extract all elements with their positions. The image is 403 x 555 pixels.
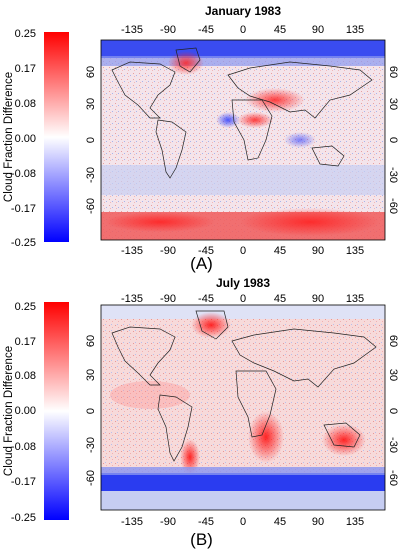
map-b-lon-bottom-3: 0 [240,516,246,528]
map-b-lat-left-4: -60 [85,470,97,486]
panel-b: 0.25 0.17 0.08 0.00 -0.08 -0.17 -0.25 Cl… [0,275,403,550]
map-b-lon-bottom-4: 45 [274,516,286,528]
panel-b-svg: 0.25 0.17 0.08 0.00 -0.08 -0.17 -0.25 Cl… [3,276,399,528]
map-a-lon-bottom-2: -45 [198,245,214,257]
map-a-lat-left-1: 30 [85,98,97,110]
map-b-lat-right-4: -60 [387,470,399,486]
map-a-lon-top-6: 135 [346,24,364,36]
map-b-lon-top-1: -90 [160,293,176,305]
colorbar-a-tick-4: -0.08 [11,168,36,180]
map-a-lon-bottom-6: 135 [346,245,364,257]
map-b-lon-top: -135 -90 -45 0 45 90 135 [121,293,364,305]
colorbar-a-label: Cloud Fraction Difference [3,72,15,202]
map-a-lon-bottom-4: 45 [274,245,286,257]
map-a-lat-right-3: -30 [387,167,399,183]
colorbar-b-tick-4: -0.08 [11,441,36,453]
map-a-lat-left-2: 0 [85,137,97,143]
colorbar-b-tick-2: 0.08 [15,370,36,382]
map-b-lon-bottom-0: -135 [121,516,143,528]
map-b-lon-top-5: 90 [312,293,324,305]
colorbar-a-tick-3: 0.00 [15,133,36,145]
map-b-lat-right-0: 60 [387,335,399,347]
map-a-lon-top-5: 90 [312,24,324,36]
map-a-lon-bottom-0: -135 [121,245,143,257]
map-a-lon-top-4: 45 [274,24,286,36]
map-a-lat-left-4: -60 [85,198,97,214]
colorbar-b-tick-5: -0.17 [11,476,36,488]
map-b-lat-right-2: 0 [387,408,399,414]
map-b-lon-bottom-5: 90 [312,516,324,528]
colorbar-b-tick-0: 0.25 [15,301,36,313]
map-a-title: January 1983 [205,4,281,18]
map-b-lat-left-3: -30 [85,437,97,453]
colorbar-b-tick-1: 0.17 [15,336,36,348]
map-a-lon-bottom: -135 -90 -45 0 45 90 135 [121,245,364,257]
colorbar-a-tick-6: -0.25 [11,237,36,249]
map-a-lat-right-4: -60 [387,198,399,214]
panel-b-letter: (B) [190,530,213,549]
map-a-lon-bottom-3: 0 [240,245,246,257]
colorbar-a-tick-1: 0.17 [15,63,36,75]
map-a-lon-bottom-1: -90 [160,245,176,257]
map-b-title: July 1983 [216,276,270,290]
map-a-lon-top-3: 0 [240,24,246,36]
map-b-lon-bottom: -135 -90 -45 0 45 90 135 [121,516,364,528]
map-b-lat-left-2: 0 [85,408,97,414]
map-b-lat-left: 60 30 0 -30 -60 [85,335,97,486]
map-a [101,40,385,240]
map-b-lon-top-4: 45 [274,293,286,305]
map-a-lon-top-1: -90 [160,24,176,36]
map-b-lon-top-6: 135 [346,293,364,305]
panel-a-letter: (A) [190,254,213,273]
map-b-lat-right: 60 30 0 -30 -60 [387,335,399,486]
map-a-lat-left: 60 30 0 -30 -60 [85,66,97,214]
map-a-lat-left-3: -30 [85,167,97,183]
map-a-lat-right-1: 30 [387,98,399,110]
colorbar-a-tick-5: -0.17 [11,203,36,215]
colorbar-b-label: Cloud Fraction Difference [3,346,15,476]
map-b-lon-top-2: -45 [198,293,214,305]
colorbar-b-tick-3: 0.00 [15,405,36,417]
map-b-lat-right-1: 30 [387,369,399,381]
map-b-lon-bottom-2: -45 [198,516,214,528]
map-b-lon-top-0: -135 [121,293,143,305]
map-a-lat-right-0: 60 [387,66,399,78]
colorbar-b-ticks: 0.25 0.17 0.08 0.00 -0.08 -0.17 -0.25 [11,301,36,524]
map-a-lon-top: -135 -90 -45 0 45 90 135 [121,24,364,36]
map-b-lat-left-0: 60 [85,335,97,347]
map-b-lon-bottom-6: 135 [346,516,364,528]
map-b-lon-top-3: 0 [240,293,246,305]
map-b-lon-bottom-1: -90 [160,516,176,528]
map-b-lat-left-1: 30 [85,369,97,381]
map-b [101,305,385,510]
colorbar-a-tick-0: 0.25 [15,28,36,40]
colorbar-a [44,32,69,242]
map-a-lat-right: 60 30 0 -30 -60 [387,66,399,214]
map-a-lat-left-0: 60 [85,66,97,78]
colorbar-b [44,302,69,520]
colorbar-a-ticks: 0.25 0.17 0.08 0.00 -0.08 -0.17 -0.25 [11,28,36,249]
map-a-lon-bottom-5: 90 [312,245,324,257]
colorbar-b-tick-6: -0.25 [11,512,36,524]
panel-a-svg: 0.25 0.17 0.08 0.00 -0.08 -0.17 -0.25 Cl… [3,4,399,257]
colorbar-a-tick-2: 0.08 [15,98,36,110]
map-a-lon-top-2: -45 [198,24,214,36]
map-a-lat-right-2: 0 [387,137,399,143]
panel-a: 0.25 0.17 0.08 0.00 -0.08 -0.17 -0.25 Cl… [0,0,403,275]
map-b-lat-right-3: -30 [387,437,399,453]
map-a-lon-top-0: -135 [121,24,143,36]
